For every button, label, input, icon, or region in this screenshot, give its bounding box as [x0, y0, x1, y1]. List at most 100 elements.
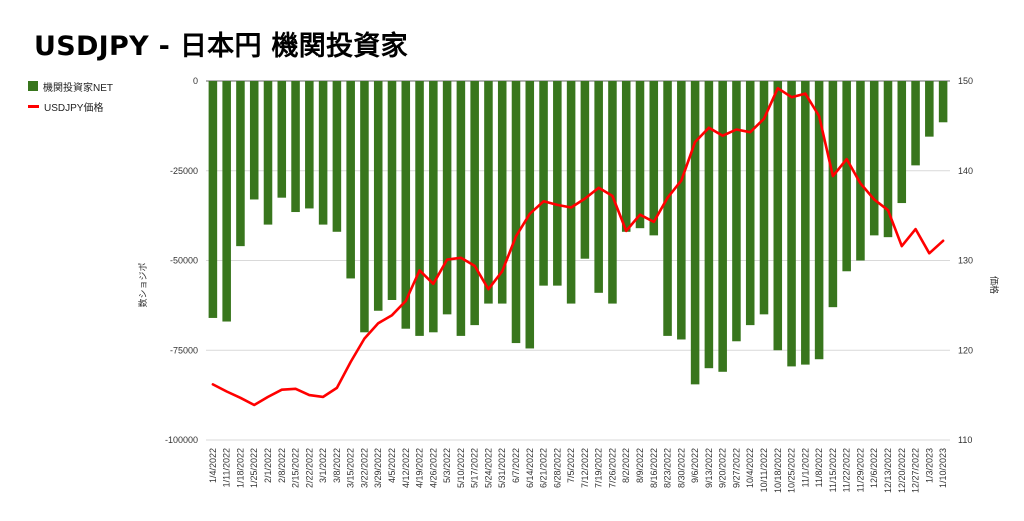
legend-swatch-bar	[28, 81, 38, 91]
y-right-tick-label: 130	[958, 256, 973, 266]
bar	[704, 81, 714, 369]
bar	[360, 81, 369, 333]
bar	[814, 81, 824, 360]
x-tick-label: 12/13/2022	[883, 448, 893, 493]
y-right-tick-label: 110	[958, 435, 972, 445]
y-left-tick-label: -75000	[170, 345, 198, 355]
bar	[484, 81, 493, 304]
bar	[801, 81, 810, 365]
x-tick-label: 10/4/2022	[745, 448, 755, 488]
bar	[938, 81, 948, 123]
x-tick-label: 7/12/2022	[580, 448, 590, 488]
chart-title: USDJPY - 日本円 機関投資家	[34, 31, 408, 62]
x-tick-label: 2/1/2022	[263, 448, 273, 483]
bar	[222, 81, 231, 322]
x-tick-label: 10/25/2022	[787, 448, 797, 493]
bar	[732, 81, 741, 342]
price-line	[211, 86, 945, 407]
y-left-axis-title: 数ショジポ	[137, 262, 149, 307]
bar	[663, 81, 672, 336]
bar	[429, 81, 438, 333]
bar	[897, 81, 907, 204]
bar	[497, 81, 507, 304]
bar	[236, 81, 245, 247]
x-tick-label: 3/15/2022	[346, 448, 356, 488]
x-tick-label: 11/8/2022	[814, 448, 824, 487]
x-tick-label: 12/20/2022	[897, 448, 907, 493]
x-tick-label: 6/7/2022	[511, 448, 521, 483]
x-tick-label: 2/15/2022	[291, 448, 301, 488]
bar	[291, 81, 300, 213]
legend: 機関投資家NET USDJPY価格	[28, 76, 113, 116]
bar	[511, 81, 521, 344]
bar	[869, 81, 879, 236]
x-tick-label: 1/3/2023	[924, 448, 934, 483]
bar	[745, 81, 755, 326]
x-tick-label: 8/2/2022	[621, 448, 631, 483]
x-tick-label: 3/8/2022	[332, 448, 342, 483]
y-left-tick-label: -50000	[170, 256, 198, 266]
x-tick-label: 4/26/2022	[428, 448, 438, 488]
bar	[787, 81, 796, 367]
x-tick-label: 3/29/2022	[373, 448, 383, 488]
x-tick-label: 1/4/2022	[208, 448, 218, 483]
bar	[415, 81, 424, 336]
y-left-tick-labels: 0 -25000 -50000 -75000 -100000	[165, 76, 198, 445]
bar	[263, 81, 273, 225]
x-tick-label: 10/18/2022	[773, 448, 783, 493]
bar	[635, 81, 645, 229]
bar	[456, 81, 466, 336]
x-tick-label: 4/5/2022	[387, 448, 397, 483]
x-tick-label: 5/31/2022	[497, 448, 507, 488]
y-left-tick-label: 0	[193, 76, 198, 86]
x-tick-label: 9/13/2022	[704, 448, 714, 488]
x-tick-labels: 1/4/2022 1/11/2022 1/18/2022 1/25/2022 2/1/2…	[208, 448, 948, 493]
bar	[842, 81, 851, 272]
bar	[373, 81, 383, 311]
x-tick-label: 7/26/2022	[607, 448, 617, 488]
x-tick-label: 11/15/2022	[828, 448, 838, 492]
x-tick-label: 1/18/2022	[235, 448, 245, 488]
bar	[621, 81, 631, 232]
x-tick-label: 6/21/2022	[539, 448, 549, 488]
bar-series	[208, 81, 948, 385]
bar	[580, 81, 590, 259]
bar	[828, 81, 838, 308]
x-tick-label: 11/1/2022	[800, 448, 810, 487]
bar	[553, 81, 562, 286]
bar	[925, 81, 934, 137]
x-tick-label: 2/22/2022	[304, 448, 314, 488]
y-right-axis-title: 価格	[988, 276, 1000, 294]
bar	[208, 81, 218, 318]
bar	[401, 81, 411, 329]
x-tick-label: 1/10/2023	[938, 448, 948, 488]
x-tick-label: 5/24/2022	[483, 448, 493, 488]
x-tick-label: 9/27/2022	[731, 448, 741, 488]
y-left-tick-label: -25000	[170, 166, 198, 176]
bar	[677, 81, 686, 340]
x-tick-label: 6/14/2022	[525, 448, 535, 488]
x-tick-label: 7/5/2022	[566, 448, 576, 483]
bar	[718, 81, 727, 372]
x-tick-label: 8/16/2022	[649, 448, 659, 488]
x-tick-label: 8/23/2022	[663, 448, 673, 488]
x-tick-label: 11/22/2022	[842, 448, 852, 492]
bar	[249, 81, 259, 200]
bar	[566, 81, 576, 304]
bar	[470, 81, 479, 326]
x-tick-label: 6/28/2022	[552, 448, 562, 488]
x-tick-label: 4/12/2022	[401, 448, 411, 488]
bar	[387, 81, 397, 300]
bar	[305, 81, 314, 209]
x-tick-label: 5/10/2022	[456, 448, 466, 488]
bar	[277, 81, 287, 198]
gridlines	[206, 80, 950, 441]
bar	[539, 81, 548, 286]
bar	[346, 81, 355, 279]
x-tick-label: 4/19/2022	[415, 448, 425, 488]
line-series	[211, 86, 945, 407]
x-tick-label: 1/25/2022	[249, 448, 259, 488]
bar	[883, 81, 893, 238]
bar	[442, 81, 452, 315]
